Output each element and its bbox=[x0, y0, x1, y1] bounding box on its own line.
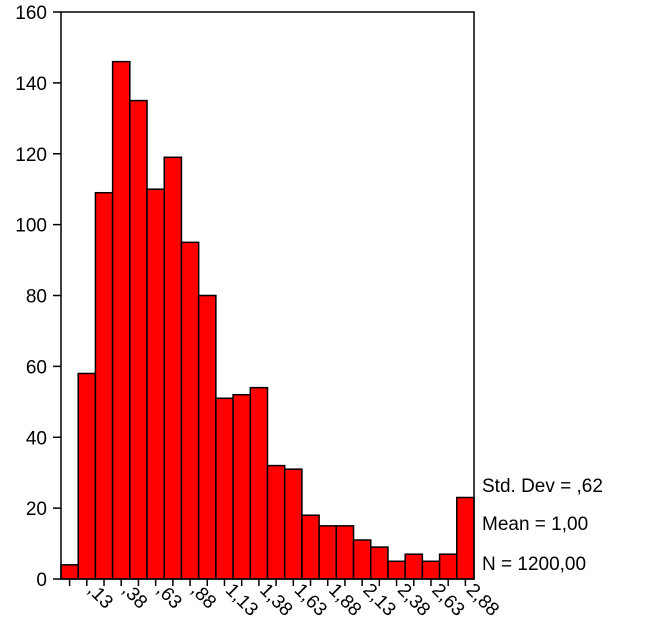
x-tick-label: 2,13 bbox=[359, 580, 400, 621]
x-tick-label: ,88 bbox=[187, 580, 221, 614]
histogram-bar bbox=[146, 188, 166, 580]
y-tick-label: 20 bbox=[26, 499, 47, 520]
histogram-bar bbox=[370, 546, 389, 580]
x-tick-label: 2,88 bbox=[462, 580, 503, 621]
histogram-bar bbox=[456, 496, 475, 580]
y-tick-label: 40 bbox=[26, 428, 47, 449]
x-tick-label: ,63 bbox=[152, 580, 186, 614]
y-tick-label: 60 bbox=[26, 357, 47, 378]
histogram-bar bbox=[438, 553, 458, 580]
y-tick-label: 80 bbox=[26, 287, 47, 308]
histogram-bar bbox=[77, 372, 97, 580]
histogram-bar bbox=[129, 99, 148, 580]
histogram-bar bbox=[318, 525, 338, 580]
stat-n: N = 1200,00 bbox=[482, 554, 586, 575]
histogram-bar bbox=[94, 191, 114, 580]
x-tick-label: ,38 bbox=[118, 580, 152, 614]
histogram-bar bbox=[421, 560, 441, 580]
x-tick-label: 1,13 bbox=[221, 580, 262, 621]
x-axis: ,13,38,63,88 1,131,381,631,882,132,382,63… bbox=[68, 579, 503, 621]
histogram-bar bbox=[387, 560, 406, 580]
histogram-bar bbox=[352, 539, 372, 580]
x-tick-label: 2,38 bbox=[393, 580, 434, 621]
histogram-bar bbox=[266, 464, 286, 580]
histogram-bar bbox=[249, 386, 269, 580]
histogram-bar bbox=[163, 156, 183, 580]
y-tick-label: 140 bbox=[15, 74, 47, 95]
x-tick-label: 1,63 bbox=[290, 580, 331, 621]
histogram-bar bbox=[232, 393, 252, 580]
histogram-bar bbox=[180, 241, 200, 580]
histogram-bar bbox=[404, 553, 424, 580]
histogram-bar bbox=[197, 294, 217, 580]
stat-std-dev: Std. Dev = ,62 bbox=[482, 476, 603, 497]
stat-mean: Mean = 1,00 bbox=[482, 514, 588, 535]
bars-group bbox=[60, 60, 475, 580]
stats-box: Std. Dev = ,62 Mean = 1,00 N = 1200,00 bbox=[482, 476, 603, 575]
histogram-bar bbox=[335, 525, 355, 580]
x-tick-label: 1,38 bbox=[255, 580, 296, 621]
x-tick-label: 1,88 bbox=[324, 580, 365, 621]
histogram-bar bbox=[215, 397, 234, 580]
x-tick-label: ,13 bbox=[83, 580, 117, 614]
y-tick-label: 0 bbox=[36, 570, 47, 591]
histogram-bar bbox=[283, 468, 303, 580]
histogram-bar bbox=[301, 514, 320, 580]
y-tick-label: 100 bbox=[15, 216, 47, 237]
x-tick-label: 2,63 bbox=[427, 580, 468, 621]
y-tick-label: 160 bbox=[15, 3, 47, 24]
histogram-bar bbox=[111, 60, 131, 580]
histogram-bar bbox=[60, 564, 79, 580]
y-axis: 0 20 40 60 80 100 120 140 160 bbox=[15, 3, 61, 591]
y-tick-label: 120 bbox=[15, 145, 47, 166]
